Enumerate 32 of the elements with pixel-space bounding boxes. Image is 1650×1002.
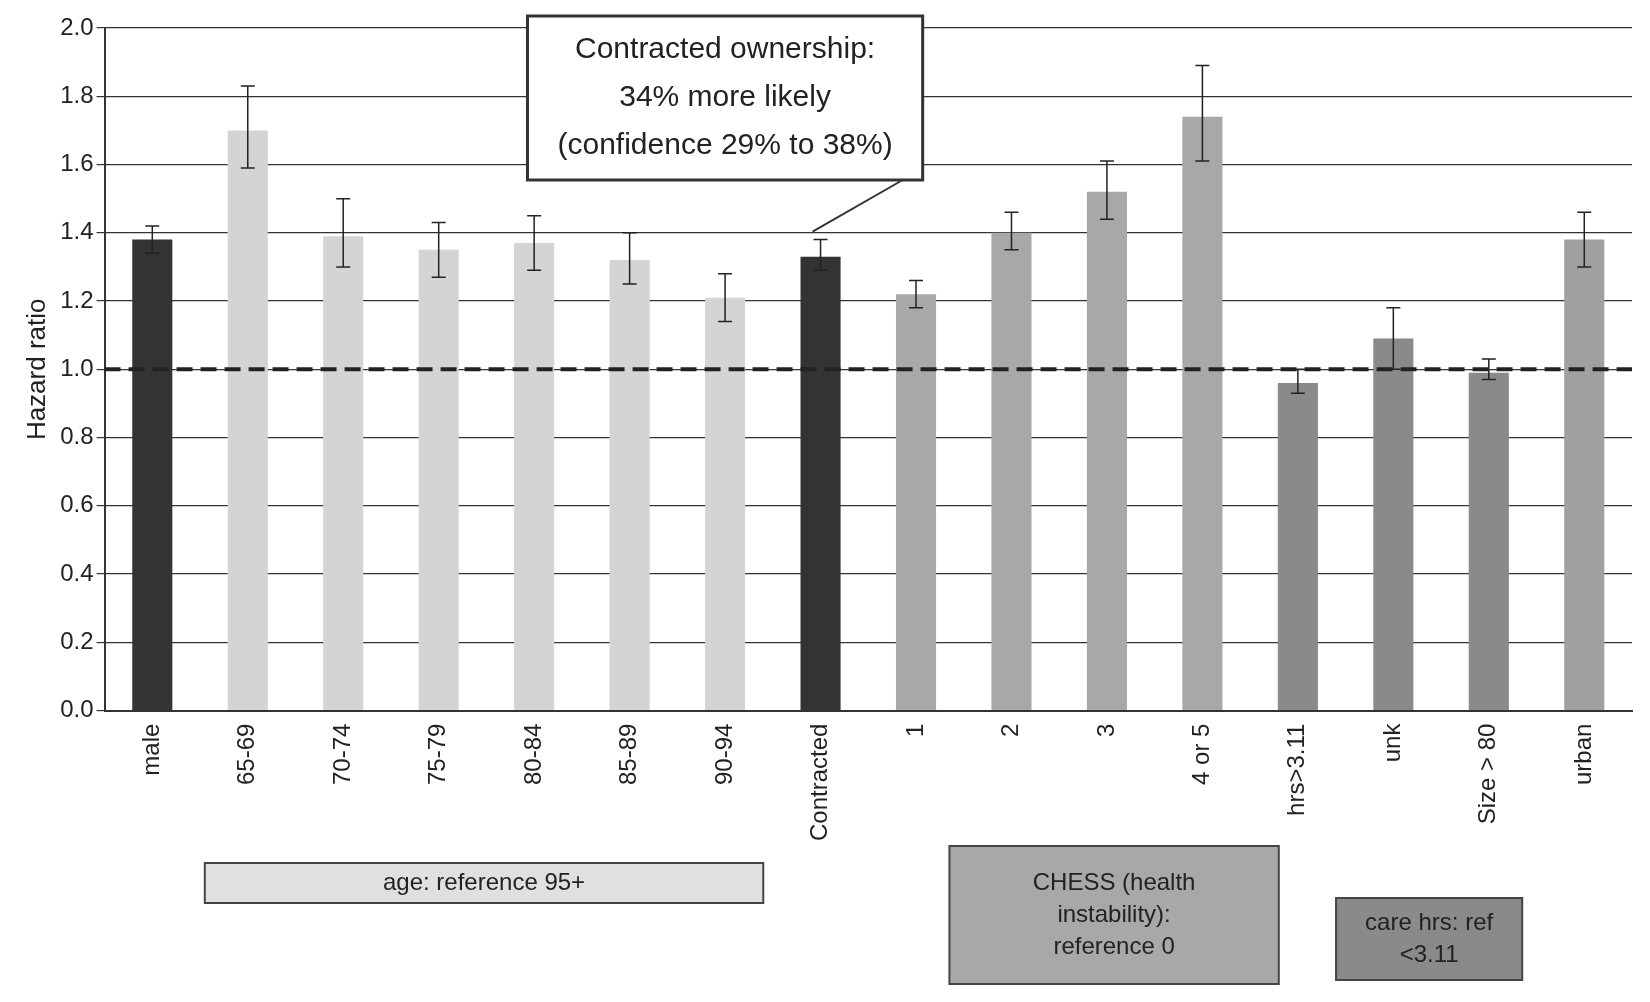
y-tick-label: 2.0 <box>60 12 94 40</box>
x-tick-label: 75-79 <box>423 723 451 785</box>
y-axis-title: Hazard ratio <box>20 298 51 441</box>
y-tick-label: 0.6 <box>60 490 94 518</box>
text: CHESS (health instability): reference 0 <box>1032 867 1196 959</box>
y-tick-label: 1.8 <box>60 80 94 108</box>
y-tick-label: 0.0 <box>60 695 94 723</box>
y-tick-label: 1.6 <box>60 149 94 177</box>
x-tick-label: urban <box>1568 723 1596 785</box>
x-tick-label: 80-84 <box>518 723 546 785</box>
x-tick-label: 90-94 <box>709 723 737 785</box>
text: age: reference 95+ <box>382 867 586 895</box>
y-tick-label: 1.4 <box>60 217 94 245</box>
text: care hrs: ref <3.11 <box>1365 907 1494 967</box>
y-tick-label: 1.2 <box>60 285 94 313</box>
y-tick-label: 1.0 <box>60 353 94 381</box>
x-tick-label: 70-74 <box>327 723 355 785</box>
x-tick-label: hrs>3.11 <box>1282 723 1310 816</box>
x-tick-label: male <box>136 723 164 776</box>
y-tick-label: 0.2 <box>60 626 94 654</box>
x-tick-label: Contracted <box>805 723 833 842</box>
x-tick-label: 4 or 5 <box>1187 723 1215 785</box>
y-tick-label: 0.4 <box>60 558 94 586</box>
y-tick-label: 0.8 <box>60 422 94 450</box>
x-tick-label: unk <box>1377 722 1405 763</box>
x-tick-label: 3 <box>1091 723 1119 737</box>
annotation: Contracted ownership: 34% more likely (confidence 29% to 38%) <box>557 31 893 161</box>
x-tick-label: Size > 80 <box>1473 723 1501 825</box>
x-tick-label: 2 <box>996 723 1024 737</box>
x-tick-label: 1 <box>900 723 928 737</box>
x-tick-label: 65-69 <box>232 723 260 785</box>
x-tick-label: 85-89 <box>614 723 642 785</box>
